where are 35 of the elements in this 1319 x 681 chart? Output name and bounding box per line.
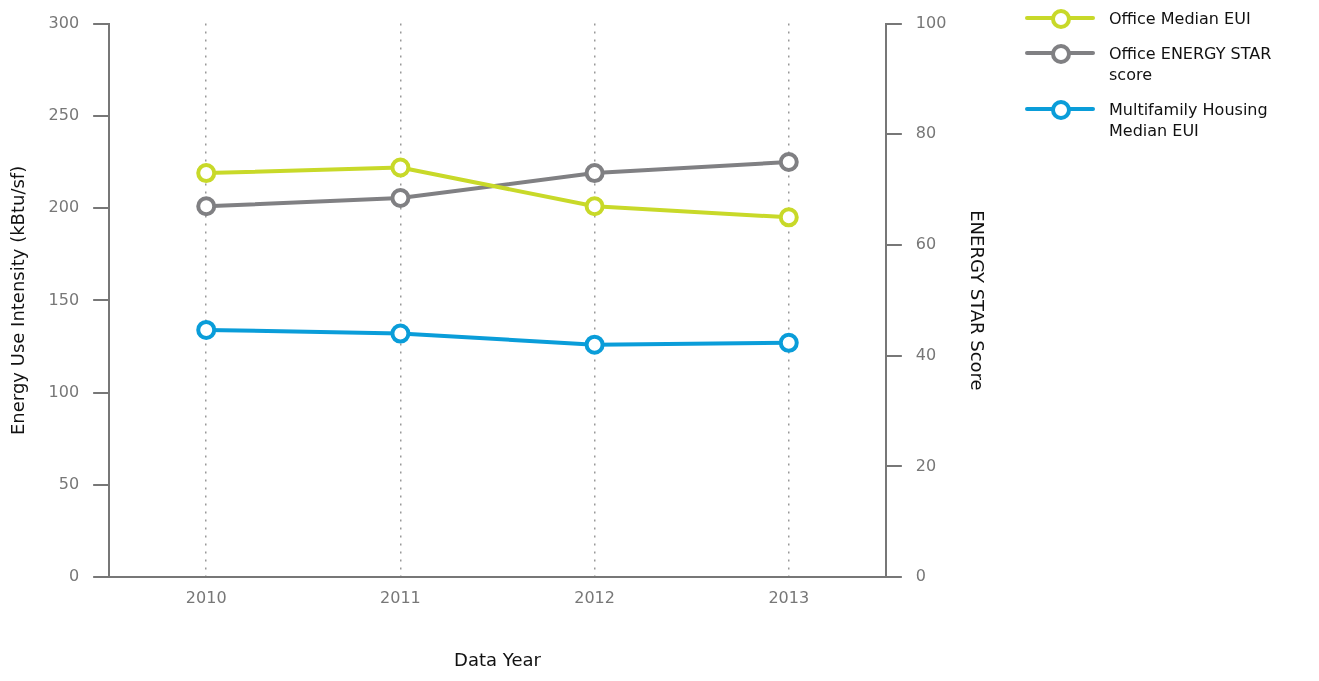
y-tick-label: 300 [48, 12, 80, 32]
y-axis-title: Energy Use Intensity (kBtu/sf) [7, 165, 29, 436]
x-tick-label: 2012 [574, 587, 615, 607]
y2-tick-label: 40 [915, 344, 937, 364]
point [390, 323, 411, 344]
point [778, 207, 799, 228]
y-tick-label: 100 [48, 381, 80, 401]
point [196, 196, 217, 217]
point [196, 319, 217, 340]
y2-tick-label: 80 [915, 123, 937, 143]
point [390, 187, 411, 208]
x-tick-label: 2013 [768, 587, 810, 607]
y2-tick-label: 20 [915, 455, 937, 475]
legend-label: Office ENERGY STAR score [1109, 43, 1273, 85]
x-tick-label: 2010 [185, 587, 227, 607]
y-tick-label: 200 [48, 197, 80, 217]
legend-label: Multifamily Housing Median EUI [1109, 99, 1269, 141]
y2-tick-label: 60 [915, 234, 937, 254]
y-tick-label: 0 [68, 566, 80, 586]
point [584, 196, 605, 217]
y2-axis-title: ENERGY STAR Score [966, 210, 988, 391]
point [390, 157, 411, 178]
y2-tick-label: 0 [915, 566, 927, 586]
y2-tick-label: 100 [915, 12, 947, 32]
point [778, 152, 799, 172]
point [778, 332, 799, 353]
x-axis-title: Data Year [454, 648, 542, 670]
y-tick-label: 250 [48, 105, 80, 125]
x-tick-label: 2011 [380, 587, 421, 607]
point [584, 334, 605, 355]
y-tick-label: 150 [48, 289, 80, 309]
y-tick-label: 50 [58, 474, 80, 494]
legend-label: Office Median EUI [1109, 8, 1252, 29]
point [584, 163, 605, 184]
point [196, 163, 217, 184]
